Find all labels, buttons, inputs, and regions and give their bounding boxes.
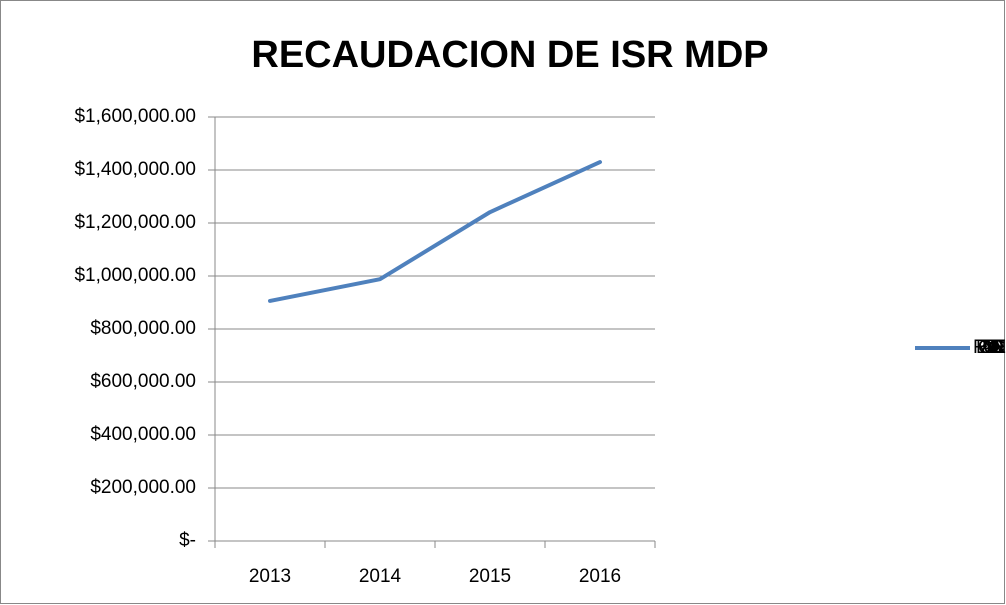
data-line bbox=[268, 160, 602, 303]
y-tick-label: $800,000.00 bbox=[90, 318, 196, 339]
y-tick-label: $1,400,000.00 bbox=[74, 159, 196, 180]
x-tick-label: 2014 bbox=[359, 566, 402, 587]
y-tick-label: $- bbox=[179, 530, 196, 551]
y-tick-label: $1,000,000.00 bbox=[74, 265, 196, 286]
y-tick-label: $1,200,000.00 bbox=[74, 212, 196, 233]
y-tick-label: $600,000.00 bbox=[90, 371, 196, 392]
x-tick-label: 2013 bbox=[249, 566, 291, 587]
y-tick-label: $200,000.00 bbox=[90, 477, 196, 498]
x-tick-label: 2015 bbox=[469, 566, 511, 587]
x-tick-label: 2016 bbox=[579, 566, 621, 587]
legend-label: RECAUDACION DE ISR bbox=[973, 337, 1006, 358]
chart-title: RECAUDACION DE ISR MDP bbox=[251, 34, 768, 76]
y-tick-label: $1,600,000.00 bbox=[74, 106, 196, 127]
y-tick-label: $400,000.00 bbox=[90, 424, 196, 445]
